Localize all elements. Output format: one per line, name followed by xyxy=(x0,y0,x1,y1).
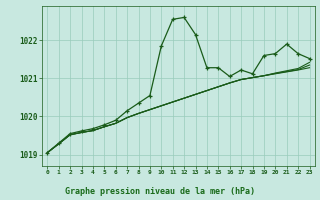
Text: Graphe pression niveau de la mer (hPa): Graphe pression niveau de la mer (hPa) xyxy=(65,187,255,196)
